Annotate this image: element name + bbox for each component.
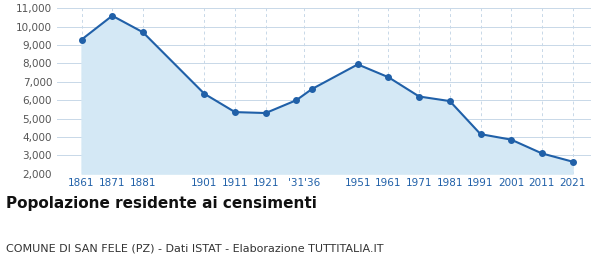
Text: Popolazione residente ai censimenti: Popolazione residente ai censimenti bbox=[6, 196, 317, 211]
Text: COMUNE DI SAN FELE (PZ) - Dati ISTAT - Elaborazione TUTTITALIA.IT: COMUNE DI SAN FELE (PZ) - Dati ISTAT - E… bbox=[6, 244, 383, 254]
